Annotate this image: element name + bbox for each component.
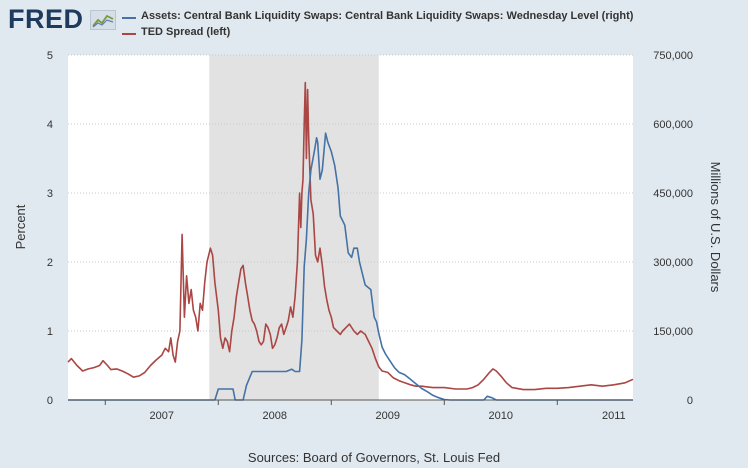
chart-header: FRED Assets: Central Bank Liquidity Swap…	[0, 0, 748, 50]
x-tick-label: 2007	[150, 410, 174, 422]
recession-shading	[209, 55, 379, 400]
x-tick-label: 2010	[489, 410, 513, 422]
series-line-liquidity-swaps[interactable]	[68, 132, 633, 401]
legend-swatch-ted	[122, 33, 136, 35]
legend-label-swaps[interactable]: Assets: Central Bank Liquidity Swaps: Ce…	[141, 10, 634, 22]
x-tick-label: 2008	[263, 410, 287, 422]
x-tick-label: 2011	[602, 410, 626, 422]
source-note: Sources: Board of Governors, St. Louis F…	[247, 450, 501, 465]
left-tick-label: 3	[47, 188, 53, 200]
legend-label-ted[interactable]: TED Spread (left)	[141, 26, 231, 38]
left-tick-label: 5	[47, 50, 53, 62]
left-tick-label: 4	[47, 119, 53, 131]
fred-logo[interactable]: FRED	[8, 4, 84, 34]
right-tick-label: 0	[687, 395, 693, 407]
left-tick-label: 2	[47, 257, 53, 269]
left-axis-title: Percent	[13, 204, 28, 249]
right-tick-label: 300,000	[653, 257, 693, 269]
right-tick-label: 750,000	[653, 50, 693, 62]
x-tick-label: 2009	[376, 410, 400, 422]
right-tick-label: 600,000	[653, 119, 693, 131]
series-line-ted-spread[interactable]	[67, 81, 634, 391]
legend-swatch-swaps	[122, 17, 136, 19]
right-tick-label: 150,000	[653, 326, 693, 338]
left-tick-label: 1	[47, 326, 53, 338]
right-axis-title: Millions of U.S. Dollars	[708, 162, 723, 293]
chart-line-icon	[90, 10, 116, 30]
right-tick-label: 450,000	[653, 188, 693, 200]
left-tick-label: 0	[47, 395, 53, 407]
